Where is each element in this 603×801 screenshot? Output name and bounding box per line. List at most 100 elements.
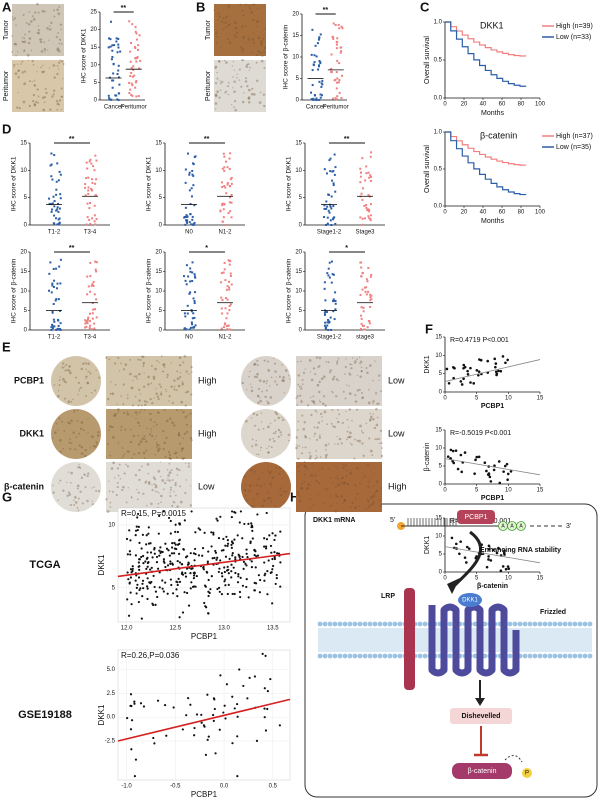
tissue-cell bbox=[319, 412, 323, 415]
dot bbox=[85, 320, 88, 323]
dot bbox=[170, 546, 174, 549]
dot bbox=[137, 95, 140, 98]
dot bbox=[230, 546, 233, 549]
tissue-cell bbox=[335, 378, 339, 381]
dot bbox=[55, 328, 58, 331]
tissue-cell bbox=[82, 362, 85, 365]
dot bbox=[185, 219, 188, 222]
tissue-cell bbox=[33, 104, 37, 107]
dot bbox=[134, 534, 137, 537]
dot bbox=[147, 532, 150, 535]
plot-background bbox=[117, 649, 291, 781]
survival-curve bbox=[445, 131, 527, 196]
dot bbox=[221, 575, 224, 578]
tissue-cell bbox=[30, 49, 33, 52]
dot bbox=[190, 223, 193, 226]
significance: ** bbox=[69, 245, 75, 252]
tissue-cell bbox=[255, 375, 259, 379]
tissue-cell bbox=[298, 499, 302, 503]
tissue-cell bbox=[361, 396, 364, 400]
dot bbox=[191, 567, 194, 570]
tissue-cell bbox=[318, 356, 322, 360]
dot bbox=[336, 37, 339, 40]
dot bbox=[329, 328, 332, 331]
tissue-cell bbox=[273, 440, 276, 443]
tissue-cell bbox=[322, 402, 325, 405]
tissue-cell bbox=[257, 453, 260, 456]
tissue-cell bbox=[336, 417, 338, 420]
lipid bbox=[352, 621, 358, 627]
tissue-cell bbox=[275, 383, 279, 386]
dot bbox=[273, 557, 276, 561]
tissue-cell bbox=[341, 476, 344, 479]
tissue-cell bbox=[296, 404, 298, 406]
survival-curve bbox=[445, 131, 527, 166]
dot bbox=[193, 302, 196, 305]
tissue-cell bbox=[253, 470, 256, 473]
dot bbox=[192, 174, 195, 177]
tissue-cell bbox=[317, 421, 321, 424]
dot bbox=[159, 551, 162, 554]
tissue-cell bbox=[337, 467, 339, 470]
fit-line bbox=[117, 552, 291, 578]
tissue-cell bbox=[348, 436, 351, 439]
dot bbox=[250, 522, 253, 525]
tissue-cell bbox=[109, 392, 112, 395]
dot bbox=[87, 285, 90, 288]
tissue-cell bbox=[349, 431, 352, 435]
dot bbox=[171, 592, 175, 595]
tissue-cell bbox=[87, 371, 89, 373]
dot bbox=[89, 290, 92, 293]
dot bbox=[142, 587, 145, 590]
dot bbox=[55, 267, 58, 270]
dot bbox=[127, 614, 131, 617]
dot bbox=[333, 173, 336, 176]
tissue-cell bbox=[338, 437, 342, 441]
tissue-cell bbox=[117, 442, 120, 444]
lipid bbox=[327, 653, 333, 659]
tissue-cell bbox=[319, 401, 322, 403]
tissue-cell bbox=[44, 51, 46, 53]
dot bbox=[275, 577, 278, 580]
tissue-cell bbox=[312, 367, 316, 370]
dot bbox=[149, 551, 153, 554]
x-tick-label: 40 bbox=[480, 210, 487, 216]
tissue-cell bbox=[260, 421, 263, 423]
tissue-cell bbox=[304, 466, 307, 469]
lipid bbox=[322, 621, 328, 627]
tissue-cell bbox=[257, 50, 261, 53]
tissue-cell bbox=[323, 410, 327, 414]
tissue-cell bbox=[59, 479, 62, 482]
dot bbox=[131, 23, 134, 26]
tissue-cell bbox=[67, 491, 70, 494]
lipid bbox=[377, 653, 383, 659]
dot bbox=[130, 748, 133, 751]
tissue-cell bbox=[151, 401, 154, 405]
tissue-cell bbox=[351, 357, 354, 359]
polya-label: A bbox=[519, 523, 523, 529]
dot bbox=[95, 159, 98, 162]
tissue-cell bbox=[234, 36, 236, 38]
dot bbox=[340, 46, 343, 49]
tissue-cell bbox=[174, 483, 177, 487]
y-tick-label: 15 bbox=[295, 141, 302, 147]
tissue-cell bbox=[302, 371, 306, 375]
tissue-cell bbox=[250, 417, 253, 419]
tissue-cell bbox=[134, 395, 137, 398]
category-label: T3-4 bbox=[84, 230, 97, 236]
dot bbox=[193, 221, 196, 224]
dot bbox=[459, 540, 462, 543]
row-label: PCBP1 bbox=[14, 375, 44, 385]
tissue-cell bbox=[310, 378, 314, 382]
tissue-cell bbox=[52, 64, 56, 67]
tissue-cell bbox=[225, 15, 228, 18]
dot bbox=[458, 552, 461, 556]
dot bbox=[334, 302, 337, 305]
dot bbox=[95, 316, 98, 319]
tissue-cell bbox=[149, 418, 152, 421]
tissue-cell bbox=[256, 53, 259, 57]
dot bbox=[229, 196, 232, 199]
tissue-cell bbox=[296, 429, 299, 431]
dot bbox=[253, 675, 257, 678]
tissue-cell bbox=[273, 505, 276, 508]
